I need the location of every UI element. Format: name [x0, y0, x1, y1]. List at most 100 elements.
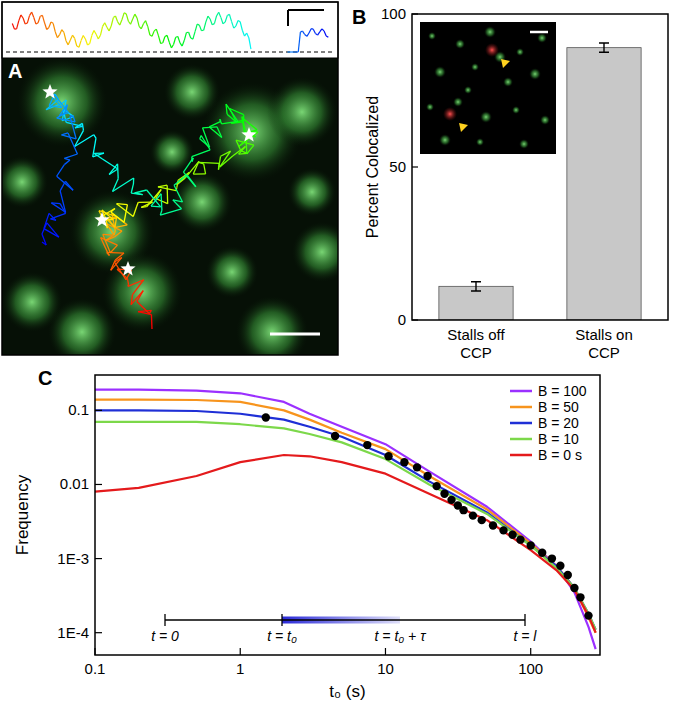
trace-segment [98, 35, 100, 39]
y-tick [412, 166, 418, 167]
trajectory-segment [113, 179, 119, 192]
trace-baseline [6, 52, 334, 53]
inset-spot [529, 68, 541, 80]
trace-segment [152, 31, 154, 36]
trace-segment [156, 29, 158, 36]
trajectory-segment [131, 184, 133, 193]
trace-segment [307, 33, 309, 36]
fluorescent-spot [267, 77, 337, 147]
model-curve [95, 455, 596, 633]
trace-segment [146, 21, 148, 27]
timeline-tick [164, 614, 165, 626]
x-tick [385, 648, 386, 655]
trajectory-segment [173, 200, 176, 203]
panel-label: C [38, 367, 52, 389]
trajectory-segment [94, 135, 96, 138]
trajectory-segment [131, 193, 142, 195]
inset-red-spot [443, 107, 457, 121]
trace-segment [137, 18, 139, 26]
trajectory-segment [131, 291, 143, 305]
trace-segment [184, 33, 186, 41]
trace-segment [189, 32, 191, 38]
trajectory-segment [222, 121, 238, 123]
micrograph [2, 58, 338, 355]
trace-segment [133, 14, 135, 19]
x-tick [240, 648, 241, 655]
panel-label: B [352, 6, 366, 28]
trace-segment [126, 14, 128, 21]
y-tick [95, 410, 102, 411]
timeline-axis [165, 619, 525, 620]
trajectory-segment [128, 280, 144, 287]
trajectory-segment [127, 284, 129, 286]
trajectory-segment [65, 181, 73, 190]
trace-segment [124, 13, 126, 14]
data-point [516, 535, 524, 543]
data-point [432, 482, 440, 490]
trace-segment [45, 23, 47, 30]
label-line: Stalls off [447, 326, 505, 343]
line-marks [95, 390, 596, 649]
fluorescent-spot [17, 58, 107, 147]
fluorescent-spot [102, 252, 182, 332]
trajectory-segment [93, 138, 96, 157]
trace-segment [141, 24, 143, 29]
data-point [527, 541, 535, 549]
data-point [489, 521, 497, 529]
inset-spot [464, 86, 472, 94]
trace-segment [135, 14, 137, 18]
trajectory-segment [49, 213, 56, 220]
trace-segment [249, 38, 251, 50]
trace-segment [290, 51, 292, 52]
trace-segment [53, 23, 55, 32]
x-tick-label: 1 [236, 660, 244, 677]
inset-spot [428, 32, 436, 40]
trace-segment [42, 15, 44, 22]
legend-label: B = 0 s [538, 447, 582, 463]
inset-background [420, 22, 556, 154]
inset-red-spot [485, 43, 499, 57]
trajectory-segment [137, 301, 149, 313]
trace-segment [57, 35, 59, 38]
trace-segment [288, 51, 290, 52]
plot-frame [95, 375, 600, 655]
trajectory-segment [110, 245, 117, 253]
x-tick-label: 100 [518, 660, 543, 677]
figure: ABStalls offCCPStalls onCCP050100Percent… [0, 0, 680, 711]
y-tick-label: 0 [398, 311, 406, 328]
trajectory-segment [113, 178, 134, 192]
trajectory-segment [93, 153, 104, 157]
inset-spot [512, 106, 520, 114]
trace-segment [111, 18, 113, 26]
timeline-label: t = t₀ [267, 628, 297, 644]
stall-star [120, 261, 135, 276]
trajectory-segment [66, 122, 82, 126]
trajectory-segment [187, 175, 196, 187]
trace-segment [55, 32, 57, 38]
timeline-label: t = t₀ + τ [375, 628, 427, 644]
trace-segment [47, 28, 49, 30]
timeline-label: t = 0 [151, 628, 179, 644]
scale-bar [270, 333, 320, 336]
trace-segment [174, 37, 176, 44]
trajectory-segment [218, 156, 220, 169]
trajectory-segment [136, 202, 138, 207]
data-point [564, 571, 572, 579]
trace-segment [236, 20, 238, 26]
trajectory-segment [147, 189, 162, 206]
trajectory-segment [226, 104, 238, 121]
trace-segment [167, 35, 169, 42]
trace-segment [21, 15, 23, 18]
trajectory-segment [127, 278, 128, 284]
data-point [508, 531, 516, 539]
trajectory-segment [101, 238, 118, 246]
data-point [440, 490, 448, 498]
inset-spot [439, 134, 451, 146]
trajectory-segment [102, 159, 118, 169]
inset-spot [540, 115, 550, 125]
stall-star [241, 127, 256, 142]
trace-segment [169, 42, 171, 48]
panel-c: C0.11101000.10.011E-31E-4t₀ (s)Frequency… [13, 367, 600, 701]
trace-segment [105, 23, 107, 28]
trajectory-segment [193, 161, 199, 174]
